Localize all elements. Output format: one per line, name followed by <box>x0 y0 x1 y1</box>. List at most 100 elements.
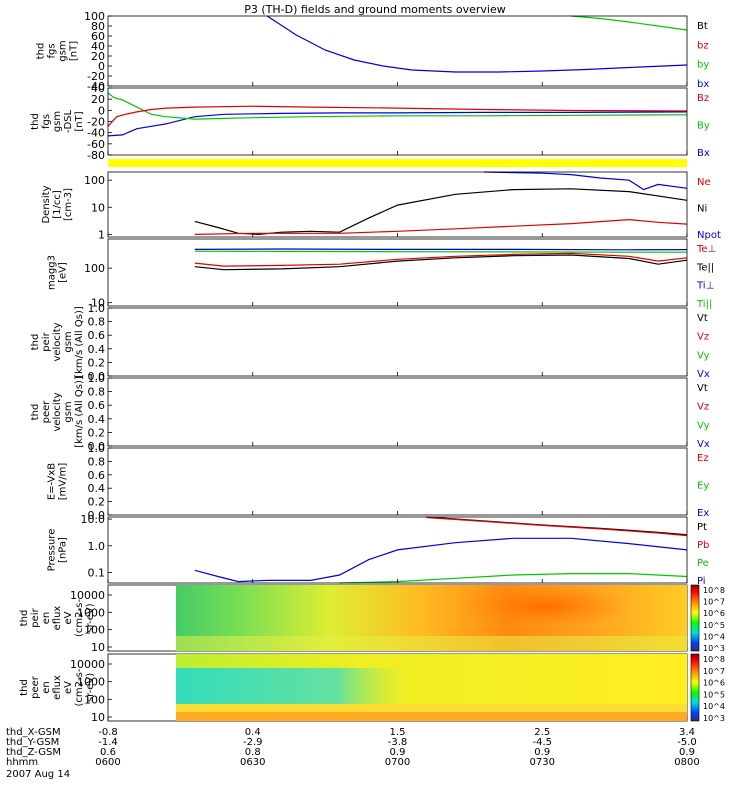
ytick-label: 1.0 <box>88 372 106 385</box>
electron-spectrogram-cool-region <box>176 668 406 704</box>
series-pressure-3 <box>426 516 688 537</box>
legend-item: Vz <box>697 402 709 413</box>
figure-title: P3 (TH-D) fields and ground moments over… <box>244 3 506 16</box>
series-pressure-1 <box>339 572 688 584</box>
ylabel-line: thd <box>19 679 30 696</box>
legend-item: Ez <box>697 453 709 464</box>
legend-item: Bx <box>697 148 710 159</box>
legend-item: Pb <box>697 540 709 551</box>
series-temperature-3 <box>194 254 688 271</box>
ytick-label: 0.0 <box>88 370 106 383</box>
ytick-label: 1.0 <box>88 540 106 553</box>
ytick-label: 80 <box>91 20 105 33</box>
panel-frame <box>107 377 688 447</box>
ylabel-line: peir <box>41 331 52 351</box>
ytick-label: 0.8 <box>88 386 106 399</box>
ytick-label: 10 <box>91 297 105 310</box>
ylabel-line: thd <box>30 334 41 351</box>
ylabel-line: E=-VxB <box>47 463 58 500</box>
ytick-label: 1000 <box>77 676 105 689</box>
legend-item: Ti|| <box>696 299 712 310</box>
legend-item: Vt <box>697 383 708 394</box>
ylabel-line: [nPa] <box>58 537 69 563</box>
electron-spectrogram-lowenergy-band <box>176 704 687 712</box>
ylabel-line: peer <box>30 675 41 699</box>
ytick-label: 0.2 <box>88 496 106 509</box>
ytick-label: 0.1 <box>88 566 106 579</box>
time-tick-label: 0630 <box>240 757 265 768</box>
time-axis-value: -3.8 <box>388 737 408 748</box>
ylabel-line: Density <box>41 185 52 223</box>
legend-item: by <box>697 60 709 71</box>
ytick-label: 0.8 <box>88 455 106 468</box>
ylabel-line: [km/s (All Qs)] <box>74 376 85 448</box>
ytick-label: 100 <box>84 174 105 187</box>
time-axis-value: 1.5 <box>390 727 406 738</box>
time-axis-value: 2.5 <box>534 727 550 738</box>
ion-spectrogram-hot-region <box>455 584 635 628</box>
legend-item: bx <box>697 79 709 90</box>
ytick-label: 1.0 <box>88 302 106 315</box>
ylabel-line: eV <box>63 611 74 624</box>
ytick-label: 1000 <box>77 606 105 619</box>
colorbar-electron <box>690 653 700 722</box>
colorbar-label: 10^3 <box>703 644 725 653</box>
ytick-label: -60 <box>87 138 105 151</box>
ytick-label: 1.0 <box>88 442 106 455</box>
ytick-label: 10 <box>91 201 105 214</box>
ylabel-line: -DSL <box>63 109 74 133</box>
legend-item: Ni <box>697 204 707 215</box>
time-axis-value: 0.9 <box>534 747 550 758</box>
legend-item: Ne <box>697 177 711 188</box>
series-fgs-gsm-1 <box>571 15 688 31</box>
ytick-label: 100 <box>84 10 105 23</box>
time-axis-value: -5.0 <box>677 737 697 748</box>
series-temperature-1 <box>194 250 687 253</box>
ylabel-line: gsm <box>63 331 74 352</box>
ylabel-line: [eV] <box>58 262 69 283</box>
ytick-label: 20 <box>91 50 105 63</box>
time-tick-label: 0730 <box>530 757 555 768</box>
series-fgs-dsl-0 <box>107 111 688 137</box>
row-label-y: thd_Y-GSM <box>6 737 59 748</box>
legend-item: Vt <box>697 313 708 324</box>
legend-item: Vy <box>697 350 710 361</box>
ytick-label: 0.4 <box>88 343 106 356</box>
panel-density: 100 10 1 Density [1/cc] [cm-3] Ne Ni Npot <box>41 171 721 241</box>
ylabel-line: gsm <box>63 401 74 422</box>
time-tick-label: 0600 <box>95 757 120 768</box>
ytick-label: 0.2 <box>88 356 106 369</box>
legend-item: Bz <box>697 93 709 104</box>
legend-item: Pe <box>697 558 709 569</box>
panel-frame <box>107 15 688 87</box>
ytick-label: -20 <box>87 70 105 83</box>
panel-frame <box>107 307 688 377</box>
ylabel-line: peer <box>41 400 52 424</box>
colorbar-label: 10^8 <box>703 586 725 595</box>
ytick-label: 100 <box>84 624 105 637</box>
time-axis-value: 0.4 <box>245 727 261 738</box>
time-tick-labels: -0.8-1.40.606000.4-2.90.806301.5-3.80.90… <box>95 727 699 768</box>
ylabel-line: Pressure <box>47 529 58 572</box>
ytick-label: 1 <box>98 228 105 241</box>
electron-spectrogram <box>176 654 687 721</box>
legend-item: Vx <box>697 439 710 450</box>
ylabel-line: [1/cc] <box>52 190 63 219</box>
legend-item: Ex <box>697 508 709 519</box>
ytick-label: 0.8 <box>88 316 106 329</box>
ytick-label: 0.0 <box>88 509 106 522</box>
ylabel-line: thd <box>19 610 30 627</box>
panel-peir-spectrogram: 10000 1000 100 10 thd peir en eflux eV (cm2-s-sr-… <box>19 584 725 654</box>
ytick-label: 0.6 <box>88 399 106 412</box>
ylabel-line: thd <box>30 113 41 130</box>
colorbar-label: 10^5 <box>703 621 725 630</box>
ytick-label: 0.6 <box>88 329 106 342</box>
time-axis-value: -4.5 <box>532 737 552 748</box>
row-label-hhmm: hhmm <box>6 757 38 768</box>
ylabel-line: eV <box>63 681 74 694</box>
ytick-label: 20 <box>91 93 105 106</box>
